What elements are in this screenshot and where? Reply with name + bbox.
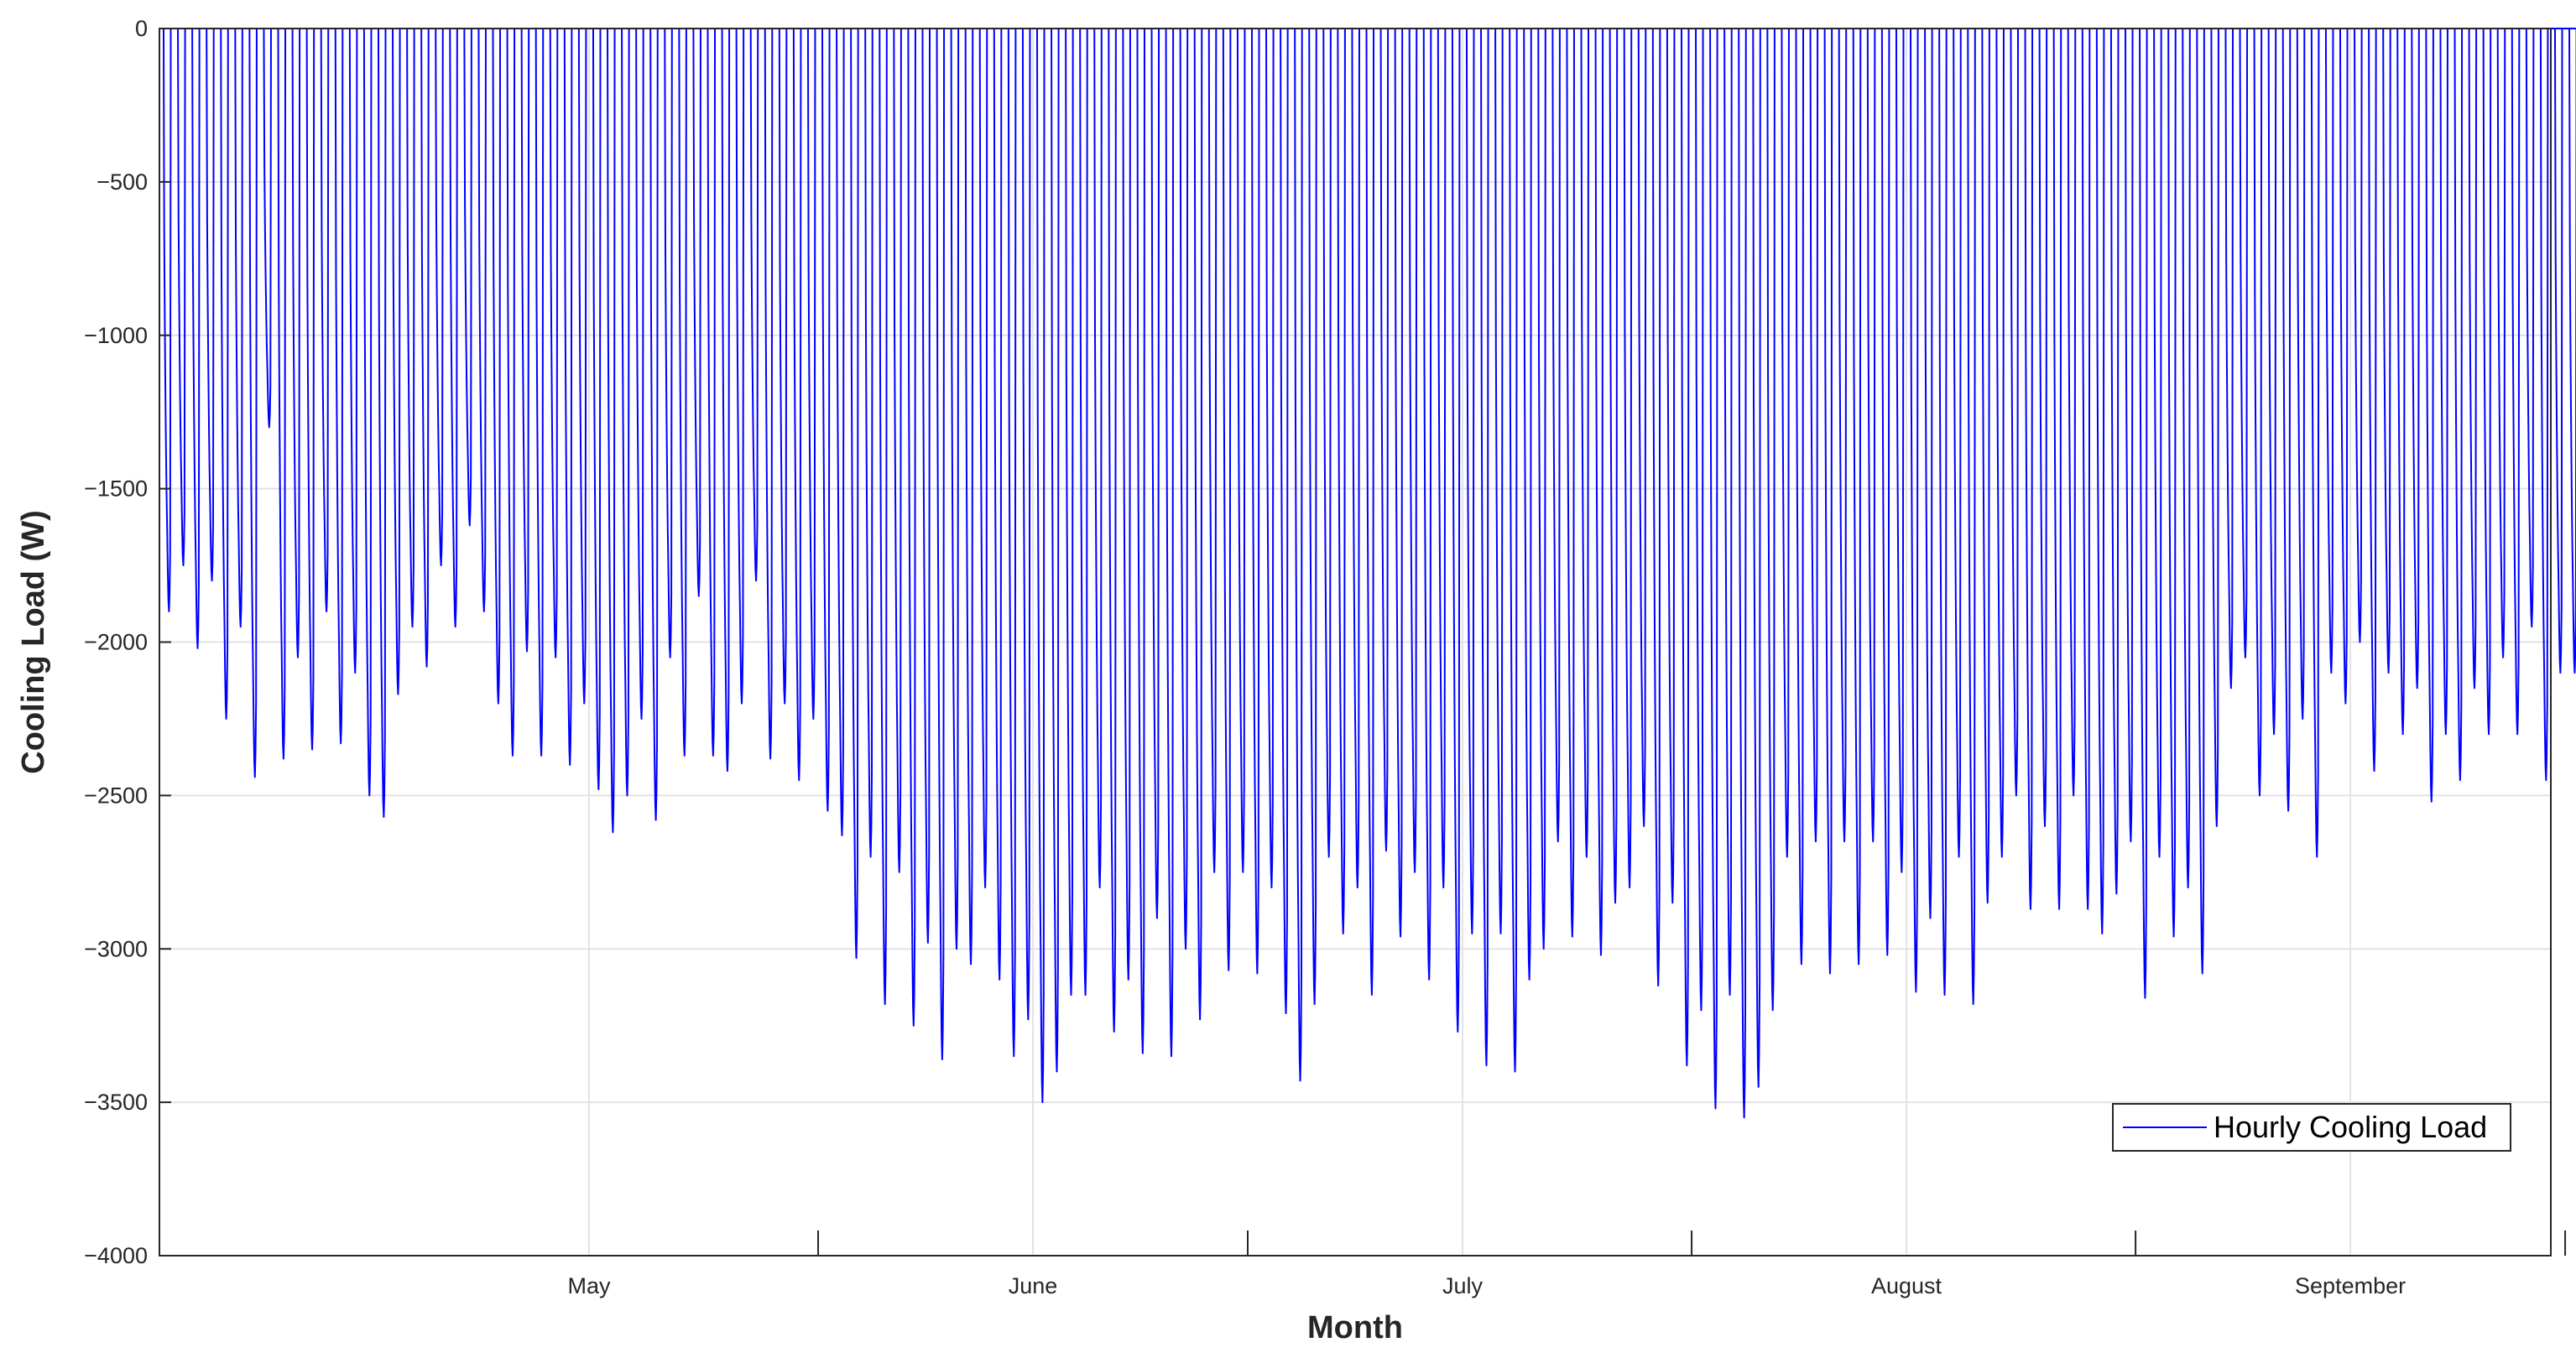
axes-layer <box>159 28 2567 1257</box>
y-tick-label: −1500 <box>84 476 148 502</box>
x-tick-label: September <box>2295 1273 2406 1298</box>
y-tick-label: −2000 <box>84 630 148 655</box>
x-tick-label: July <box>1442 1273 1484 1298</box>
y-axis-label: Cooling Load (W) <box>16 510 51 773</box>
y-tick-label: −3000 <box>84 936 148 961</box>
x-tick-label: May <box>567 1273 611 1298</box>
legend-label-hourly-cooling-load: Hourly Cooling Load <box>2214 1110 2487 1144</box>
y-tick-label: −4000 <box>84 1243 148 1268</box>
y-tick-label: 0 <box>135 16 148 41</box>
axes-frame <box>159 28 2552 1257</box>
y-tick-label: −3500 <box>84 1090 148 1115</box>
x-axis-label: Month <box>1307 1310 1403 1345</box>
x-tick-label: August <box>1871 1273 1942 1298</box>
y-tick-label: −2500 <box>84 783 148 808</box>
legend: Hourly Cooling Load <box>2112 1103 2511 1152</box>
x-tick-labels: May June July August September <box>567 1273 2406 1298</box>
y-tick-label: −1000 <box>84 323 148 348</box>
y-tick-labels: 0 −500 −1000 −1500 −2000 −2500 −3000 −3500 −4000 <box>84 16 148 1268</box>
y-tick-label: −500 <box>96 169 148 195</box>
x-tick-label: June <box>1009 1273 1058 1298</box>
